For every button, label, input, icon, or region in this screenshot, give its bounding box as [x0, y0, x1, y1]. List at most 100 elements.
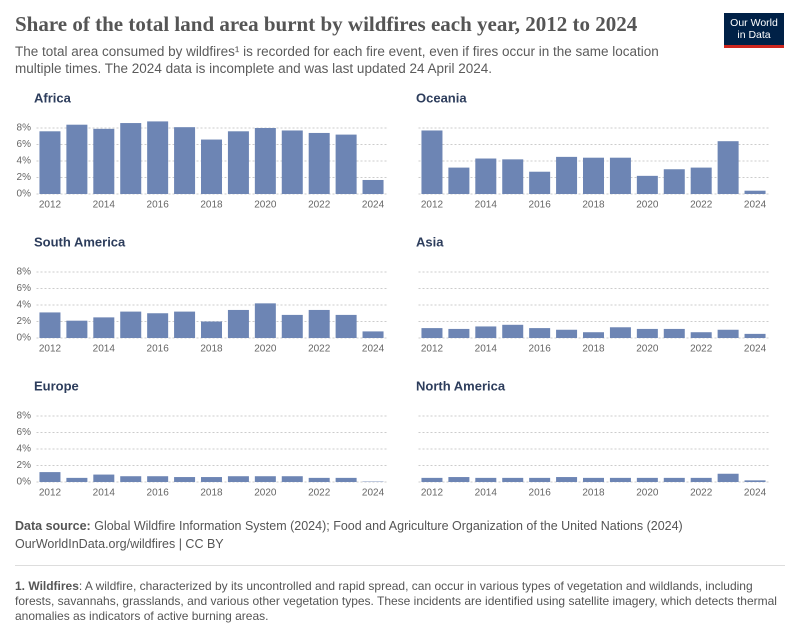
x-tick-label: 2024 — [744, 200, 767, 211]
x-tick-label: 2016 — [147, 344, 170, 355]
source: Data source: Global Wildfire Information… — [15, 517, 683, 553]
bar — [227, 476, 249, 482]
bar — [201, 321, 222, 338]
bar — [281, 476, 303, 482]
x-tick-label: 2018 — [582, 344, 605, 355]
bar — [717, 141, 739, 194]
x-tick-label: 2018 — [582, 200, 605, 211]
y-tick-label: 8% — [17, 411, 32, 422]
bar — [308, 309, 330, 338]
bar — [529, 171, 551, 194]
bar — [717, 473, 739, 482]
logo-line: in Data — [737, 29, 771, 41]
bar — [281, 314, 303, 338]
bar — [335, 477, 357, 482]
subtitle: The total area consumed by wildfires¹ is… — [15, 44, 659, 76]
bar — [335, 134, 357, 194]
bar — [120, 476, 142, 482]
panel-title: South America — [34, 234, 126, 249]
bar — [448, 477, 470, 482]
bar — [93, 474, 115, 482]
bar — [39, 312, 61, 338]
y-tick-label: 4% — [17, 444, 32, 455]
bar — [254, 303, 276, 338]
x-tick-label: 2022 — [690, 344, 713, 355]
bar — [663, 169, 685, 194]
bar — [147, 313, 169, 338]
bar — [93, 128, 115, 194]
bar — [421, 477, 443, 482]
x-tick-label: 2012 — [39, 488, 62, 499]
x-tick-label: 2014 — [475, 200, 498, 211]
y-tick-label: 0% — [17, 477, 32, 488]
source-label: Data source: — [15, 519, 91, 533]
x-tick-label: 2022 — [308, 344, 331, 355]
source-url[interactable]: OurWorldInData.org/wildfires | CC BY — [15, 537, 224, 551]
x-tick-label: 2014 — [93, 344, 116, 355]
bar — [335, 314, 357, 338]
panel-title: Europe — [34, 378, 79, 393]
y-tick-label: 0% — [17, 333, 32, 344]
x-tick-label: 2020 — [636, 488, 659, 499]
bar — [254, 476, 276, 482]
bar — [690, 167, 712, 194]
x-tick-label: 2018 — [582, 488, 605, 499]
bar — [308, 132, 330, 194]
bar — [609, 157, 631, 194]
bar — [556, 329, 578, 338]
bar — [227, 309, 249, 338]
bar — [362, 179, 384, 194]
x-tick-label: 2014 — [93, 488, 116, 499]
bar — [583, 157, 604, 194]
bar — [201, 139, 222, 194]
x-tick-label: 2020 — [636, 200, 659, 211]
x-tick-label: 2020 — [254, 200, 277, 211]
x-tick-label: 2022 — [308, 488, 331, 499]
footnote-term: 1. Wildfires — [15, 579, 79, 593]
bar — [421, 328, 443, 338]
bar — [201, 477, 222, 482]
bar — [744, 190, 766, 194]
bar — [174, 477, 196, 482]
bar — [583, 332, 604, 338]
logo[interactable]: Our World in Data — [724, 13, 784, 48]
x-tick-label: 2024 — [362, 344, 385, 355]
bar — [475, 158, 497, 194]
bar — [421, 130, 443, 194]
source-text: Global Wildfire Information System (2024… — [94, 519, 683, 533]
x-tick-label: 2024 — [362, 200, 385, 211]
bar — [636, 477, 658, 482]
x-tick-label: 2022 — [308, 200, 331, 211]
x-tick-label: 2016 — [529, 488, 552, 499]
bar — [690, 477, 712, 482]
x-tick-label: 2024 — [744, 344, 767, 355]
bar — [636, 175, 658, 194]
x-tick-label: 2024 — [744, 488, 767, 499]
x-tick-label: 2012 — [421, 200, 444, 211]
bar — [254, 128, 276, 194]
y-tick-label: 4% — [17, 156, 32, 167]
x-tick-label: 2020 — [254, 344, 277, 355]
y-tick-label: 8% — [17, 267, 32, 278]
bar — [147, 476, 169, 482]
x-tick-label: 2016 — [529, 200, 552, 211]
bar — [66, 320, 88, 338]
x-tick-label: 2024 — [362, 488, 385, 499]
bar — [663, 477, 685, 482]
logo-line: Our World — [730, 17, 778, 29]
footnote-text: : A wildfire, characterized by its uncon… — [15, 579, 777, 623]
x-tick-label: 2018 — [200, 344, 223, 355]
bar — [744, 333, 766, 338]
bar — [308, 477, 330, 482]
bar — [120, 311, 142, 338]
bar — [66, 477, 88, 482]
y-tick-label: 6% — [17, 283, 32, 294]
y-tick-label: 0% — [17, 189, 32, 200]
bar — [583, 477, 604, 482]
x-tick-label: 2022 — [690, 200, 713, 211]
bar — [609, 477, 631, 482]
bar — [556, 156, 578, 194]
panel-title: Africa — [34, 90, 72, 105]
